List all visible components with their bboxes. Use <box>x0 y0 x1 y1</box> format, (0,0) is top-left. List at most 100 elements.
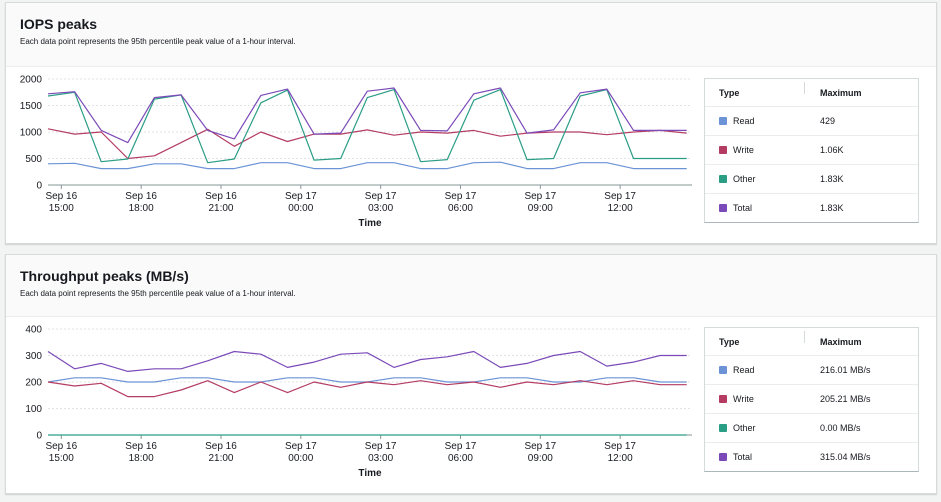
other-swatch <box>719 424 727 432</box>
row-type: Other <box>733 174 756 184</box>
row-type: Total <box>733 203 753 213</box>
y-tick-label: 2000 <box>20 75 43 86</box>
table-row: Total 315.04 MB/s <box>705 443 918 471</box>
y-tick-label: 0 <box>36 431 42 442</box>
panel-title: Throughput peaks (MB/s) <box>20 268 189 284</box>
x-tick-label: 15:00 <box>49 453 74 464</box>
x-axis-label: Time <box>358 468 382 479</box>
x-tick-label: 06:00 <box>448 203 473 214</box>
row-type: Other <box>733 423 756 433</box>
x-tick-label: Sep 17 <box>445 191 477 202</box>
row-type: Write <box>733 145 754 155</box>
y-tick-label: 500 <box>25 154 42 165</box>
row-max: 429 <box>820 116 836 126</box>
x-tick-label: Sep 17 <box>524 441 556 452</box>
panel-description: Each data point represents the 95th perc… <box>20 37 296 46</box>
x-tick-label: Sep 16 <box>45 191 77 202</box>
x-tick-label: Sep 17 <box>365 441 397 452</box>
total-swatch <box>719 204 727 212</box>
header-maximum: Maximum <box>820 336 862 347</box>
row-type: Read <box>733 365 755 375</box>
series-line-total <box>47 87 687 144</box>
table-row: Read 429 <box>705 107 918 136</box>
series-line-write <box>47 128 687 160</box>
x-tick-label: 06:00 <box>448 453 473 464</box>
y-tick-label: 400 <box>25 325 42 336</box>
panel-description: Each data point represents the 95th perc… <box>20 289 296 298</box>
throughput-legend-table: Type Maximum Read 216.01 MB/s Write 205.… <box>704 327 919 472</box>
y-tick-label: 300 <box>25 351 42 362</box>
x-tick-label: Sep 17 <box>365 191 397 202</box>
read-swatch <box>719 366 727 374</box>
table-row: Other 1.83K <box>705 165 918 194</box>
write-swatch <box>719 395 727 403</box>
x-tick-label: Sep 16 <box>45 441 77 452</box>
iops-panel-header: IOPS peaks Each data point represents th… <box>6 3 936 67</box>
series-line-read <box>47 377 687 383</box>
x-tick-label: 03:00 <box>368 203 393 214</box>
x-tick-label: 15:00 <box>49 203 74 214</box>
throughput-panel-header: Throughput peaks (MB/s) Each data point … <box>6 255 936 317</box>
series-line-read <box>47 161 687 170</box>
x-tick-label: 21:00 <box>208 453 233 464</box>
table-row: Write 205.21 MB/s <box>705 385 918 414</box>
x-tick-label: 00:00 <box>288 453 313 464</box>
series-line-other <box>47 89 687 164</box>
header-type: Type <box>719 336 740 347</box>
y-tick-label: 200 <box>25 378 42 389</box>
other-swatch <box>719 175 727 183</box>
throughput-panel: Throughput peaks (MB/s) Each data point … <box>5 254 937 494</box>
row-type: Write <box>733 394 754 404</box>
iops-legend-table: Type Maximum Read 429 Write 1.06K Other … <box>704 78 919 223</box>
x-tick-label: Sep 16 <box>205 191 237 202</box>
x-tick-label: 12:00 <box>608 203 633 214</box>
x-tick-label: 09:00 <box>528 203 553 214</box>
x-tick-label: 09:00 <box>528 453 553 464</box>
row-max: 1.83K <box>820 174 844 184</box>
table-header: Type Maximum <box>705 79 918 107</box>
row-max: 0.00 MB/s <box>820 423 861 433</box>
header-maximum: Maximum <box>820 87 862 98</box>
row-type: Total <box>733 452 753 462</box>
table-header: Type Maximum <box>705 328 918 356</box>
write-swatch <box>719 146 727 154</box>
table-row: Read 216.01 MB/s <box>705 356 918 385</box>
x-tick-label: 18:00 <box>129 453 154 464</box>
row-max: 216.01 MB/s <box>820 365 871 375</box>
series-line-total <box>47 350 687 373</box>
row-max: 1.83K <box>820 203 844 213</box>
table-row: Total 1.83K <box>705 194 918 222</box>
x-tick-label: Sep 16 <box>205 441 237 452</box>
x-tick-label: Sep 17 <box>285 191 317 202</box>
read-swatch <box>719 117 727 125</box>
x-tick-label: 00:00 <box>288 203 313 214</box>
x-tick-label: Sep 16 <box>125 441 157 452</box>
y-tick-label: 0 <box>36 181 42 192</box>
row-max: 205.21 MB/s <box>820 394 871 404</box>
table-row: Write 1.06K <box>705 136 918 165</box>
header-type: Type <box>719 87 740 98</box>
x-tick-label: Sep 17 <box>604 441 636 452</box>
x-tick-label: 18:00 <box>129 203 154 214</box>
total-swatch <box>719 453 727 461</box>
table-row: Other 0.00 MB/s <box>705 414 918 443</box>
x-tick-label: 03:00 <box>368 453 393 464</box>
x-tick-label: Sep 16 <box>125 191 157 202</box>
x-tick-label: Sep 17 <box>285 441 317 452</box>
y-tick-label: 1000 <box>20 128 43 139</box>
row-max: 315.04 MB/s <box>820 452 871 462</box>
x-tick-label: Sep 17 <box>604 191 636 202</box>
row-type: Read <box>733 116 755 126</box>
x-tick-label: Sep 17 <box>445 441 477 452</box>
x-axis-label: Time <box>358 218 382 229</box>
row-max: 1.06K <box>820 145 844 155</box>
y-tick-label: 1500 <box>20 101 43 112</box>
panel-title: IOPS peaks <box>20 16 98 32</box>
x-tick-label: Sep 17 <box>524 191 556 202</box>
y-tick-label: 100 <box>25 404 42 415</box>
x-tick-label: 12:00 <box>608 453 633 464</box>
series-line-write <box>47 380 687 398</box>
x-tick-label: 21:00 <box>208 203 233 214</box>
